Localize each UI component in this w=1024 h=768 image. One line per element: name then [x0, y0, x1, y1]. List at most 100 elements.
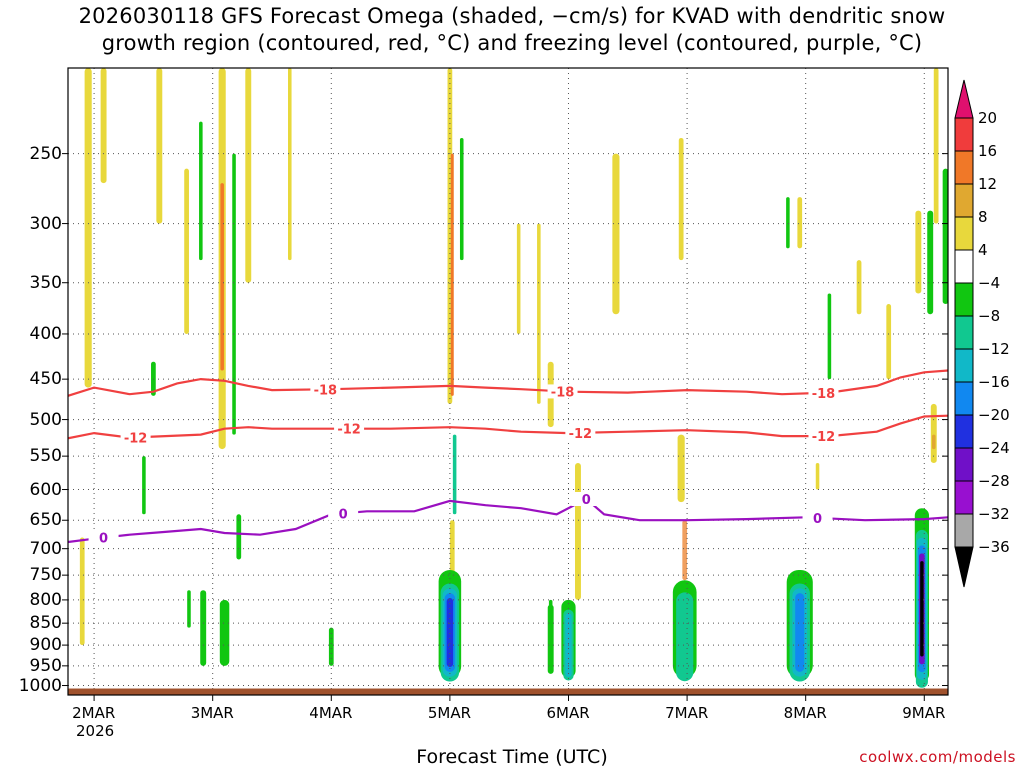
y-tick-label: 550 — [29, 446, 62, 467]
omega-core-0-band-0 — [219, 599, 230, 666]
omega-shade-34 — [827, 293, 832, 380]
x-tick-label: 7MAR — [665, 704, 709, 722]
x-tick-label: 6MAR — [546, 704, 590, 722]
omega-shade-5 — [199, 121, 203, 261]
omega-shade-26 — [537, 223, 541, 404]
x-tick-label: 8MAR — [783, 704, 827, 722]
x-tick-label: 4MAR — [309, 704, 353, 722]
omega-shade-11 — [79, 537, 85, 646]
colorbar-label: −36 — [978, 538, 1010, 556]
contour-label-dendritic-bottom-2: -12 — [569, 427, 593, 442]
contour-label-freezing-level-0: 0 — [99, 532, 108, 547]
omega-shade-37 — [927, 210, 934, 315]
omega-shade-14 — [187, 590, 191, 628]
omega-shade-31 — [797, 197, 803, 249]
omega-shade-28 — [678, 137, 684, 261]
plot-area: -18 -18 -18 -12 -12 -12 -12 0 0 0 0 — [68, 68, 948, 695]
y-tick-label: 950 — [29, 655, 62, 676]
omega-shade-7 — [220, 183, 224, 371]
omega-shade-20 — [452, 434, 457, 515]
colorbar-segment-6 — [954, 282, 974, 317]
omega-shade-4 — [184, 168, 189, 334]
colorbar-label: 4 — [978, 241, 988, 259]
contour-label-dendritic-top-2: -18 — [812, 387, 836, 402]
colorbar-bottom-triangle — [954, 546, 974, 588]
colorbar-label: 20 — [978, 109, 998, 127]
y-tick-label: 350 — [29, 272, 62, 293]
omega-shade-13 — [200, 590, 207, 666]
colorbar-label: −28 — [978, 472, 1010, 490]
contour-label-freezing-level-2: 0 — [582, 493, 591, 508]
omega-shade-39 — [915, 210, 922, 294]
omega-shade-32 — [786, 197, 790, 249]
omega-core-4-band-2 — [679, 596, 690, 677]
y-tick-label: 500 — [29, 409, 62, 430]
omega-shade-42 — [815, 463, 820, 490]
colorbar-segment-3 — [954, 183, 974, 218]
contour-label-freezing-level-1: 0 — [339, 507, 348, 522]
colorbar-segment-9 — [954, 381, 974, 416]
contour-label-dendritic-top-1: -18 — [551, 385, 575, 400]
contour-label-freezing-level-3: 0 — [813, 512, 822, 527]
x-tick-label: 3MAR — [190, 704, 234, 722]
colorbar-segment-8 — [954, 348, 974, 383]
omega-shade-2 — [156, 68, 163, 224]
colorbar-top-triangle — [954, 79, 974, 119]
omega-shade-19 — [459, 137, 464, 261]
contour-label-dendritic-top-0: -18 — [314, 383, 338, 398]
chart-title-line-1: 2026030118 GFS Forecast Omega (shaded, −… — [78, 4, 946, 28]
colorbar-segment-11 — [954, 447, 974, 482]
y-tick-label: 600 — [29, 479, 62, 500]
source-credit: coolwx.com/models — [859, 748, 1016, 766]
omega-shade-40 — [930, 403, 937, 464]
colorbar-label: 8 — [978, 208, 988, 226]
y-tick-label: 450 — [29, 369, 62, 390]
contour-dendritic-bottom — [68, 414, 948, 440]
colorbar-segment-2 — [954, 150, 974, 185]
ground-terrain — [68, 688, 948, 695]
colorbar-label: 16 — [978, 142, 998, 160]
omega-shade-25 — [612, 153, 620, 315]
omega-shade-29 — [677, 434, 685, 503]
omega-shade-8 — [232, 153, 236, 435]
omega-shade-22 — [516, 223, 521, 334]
x-axis-year-label: 2026 — [76, 722, 115, 740]
y-tick-label: 300 — [29, 213, 62, 234]
chart-title-line-2: growth region (contoured, red, °C) and f… — [101, 31, 923, 55]
colorbar-segment-7 — [954, 315, 974, 350]
y-tick-label: 900 — [29, 635, 62, 656]
colorbar-label: −12 — [978, 340, 1010, 358]
omega-shade-35 — [886, 304, 892, 380]
x-axis-title: Forecast Time (UTC) — [416, 746, 608, 768]
contour-label-dendritic-bottom-0: -12 — [124, 431, 148, 446]
y-tick-label: 250 — [29, 143, 62, 164]
omega-shade-9 — [245, 68, 252, 283]
colorbar-segment-1 — [954, 117, 974, 152]
omega-core-3-band-0 — [547, 604, 554, 674]
colorbar-label: −4 — [978, 274, 1001, 292]
y-tick-label: 1000 — [18, 675, 62, 696]
y-tick-label: 400 — [29, 323, 62, 344]
omega-shade-30 — [682, 520, 688, 581]
omega-shade-36 — [933, 68, 939, 224]
omega-core-1-band-4 — [446, 598, 454, 667]
contour-label-dendritic-bottom-1: -12 — [337, 423, 361, 438]
omega-shade-18 — [450, 153, 454, 396]
y-tick-label: 650 — [29, 510, 62, 531]
colorbar-segment-5 — [954, 249, 974, 284]
colorbar-label: −20 — [978, 406, 1010, 424]
omega-shade-10 — [236, 514, 242, 560]
omega-shade-41 — [931, 434, 936, 450]
contour-label-dendritic-bottom-3: -12 — [812, 430, 836, 445]
colorbar-segment-12 — [954, 480, 974, 515]
colorbar-label: −24 — [978, 439, 1010, 457]
colorbar-segment-4 — [954, 216, 974, 251]
colorbar-label: −8 — [978, 307, 1001, 325]
y-tick-label: 750 — [29, 565, 62, 586]
y-tick-label: 800 — [29, 589, 62, 610]
contour-freezing-level — [68, 497, 948, 544]
x-tick-label: 9MAR — [902, 704, 946, 722]
omega-shade-38 — [942, 168, 948, 305]
colorbar-segment-10 — [954, 414, 974, 449]
